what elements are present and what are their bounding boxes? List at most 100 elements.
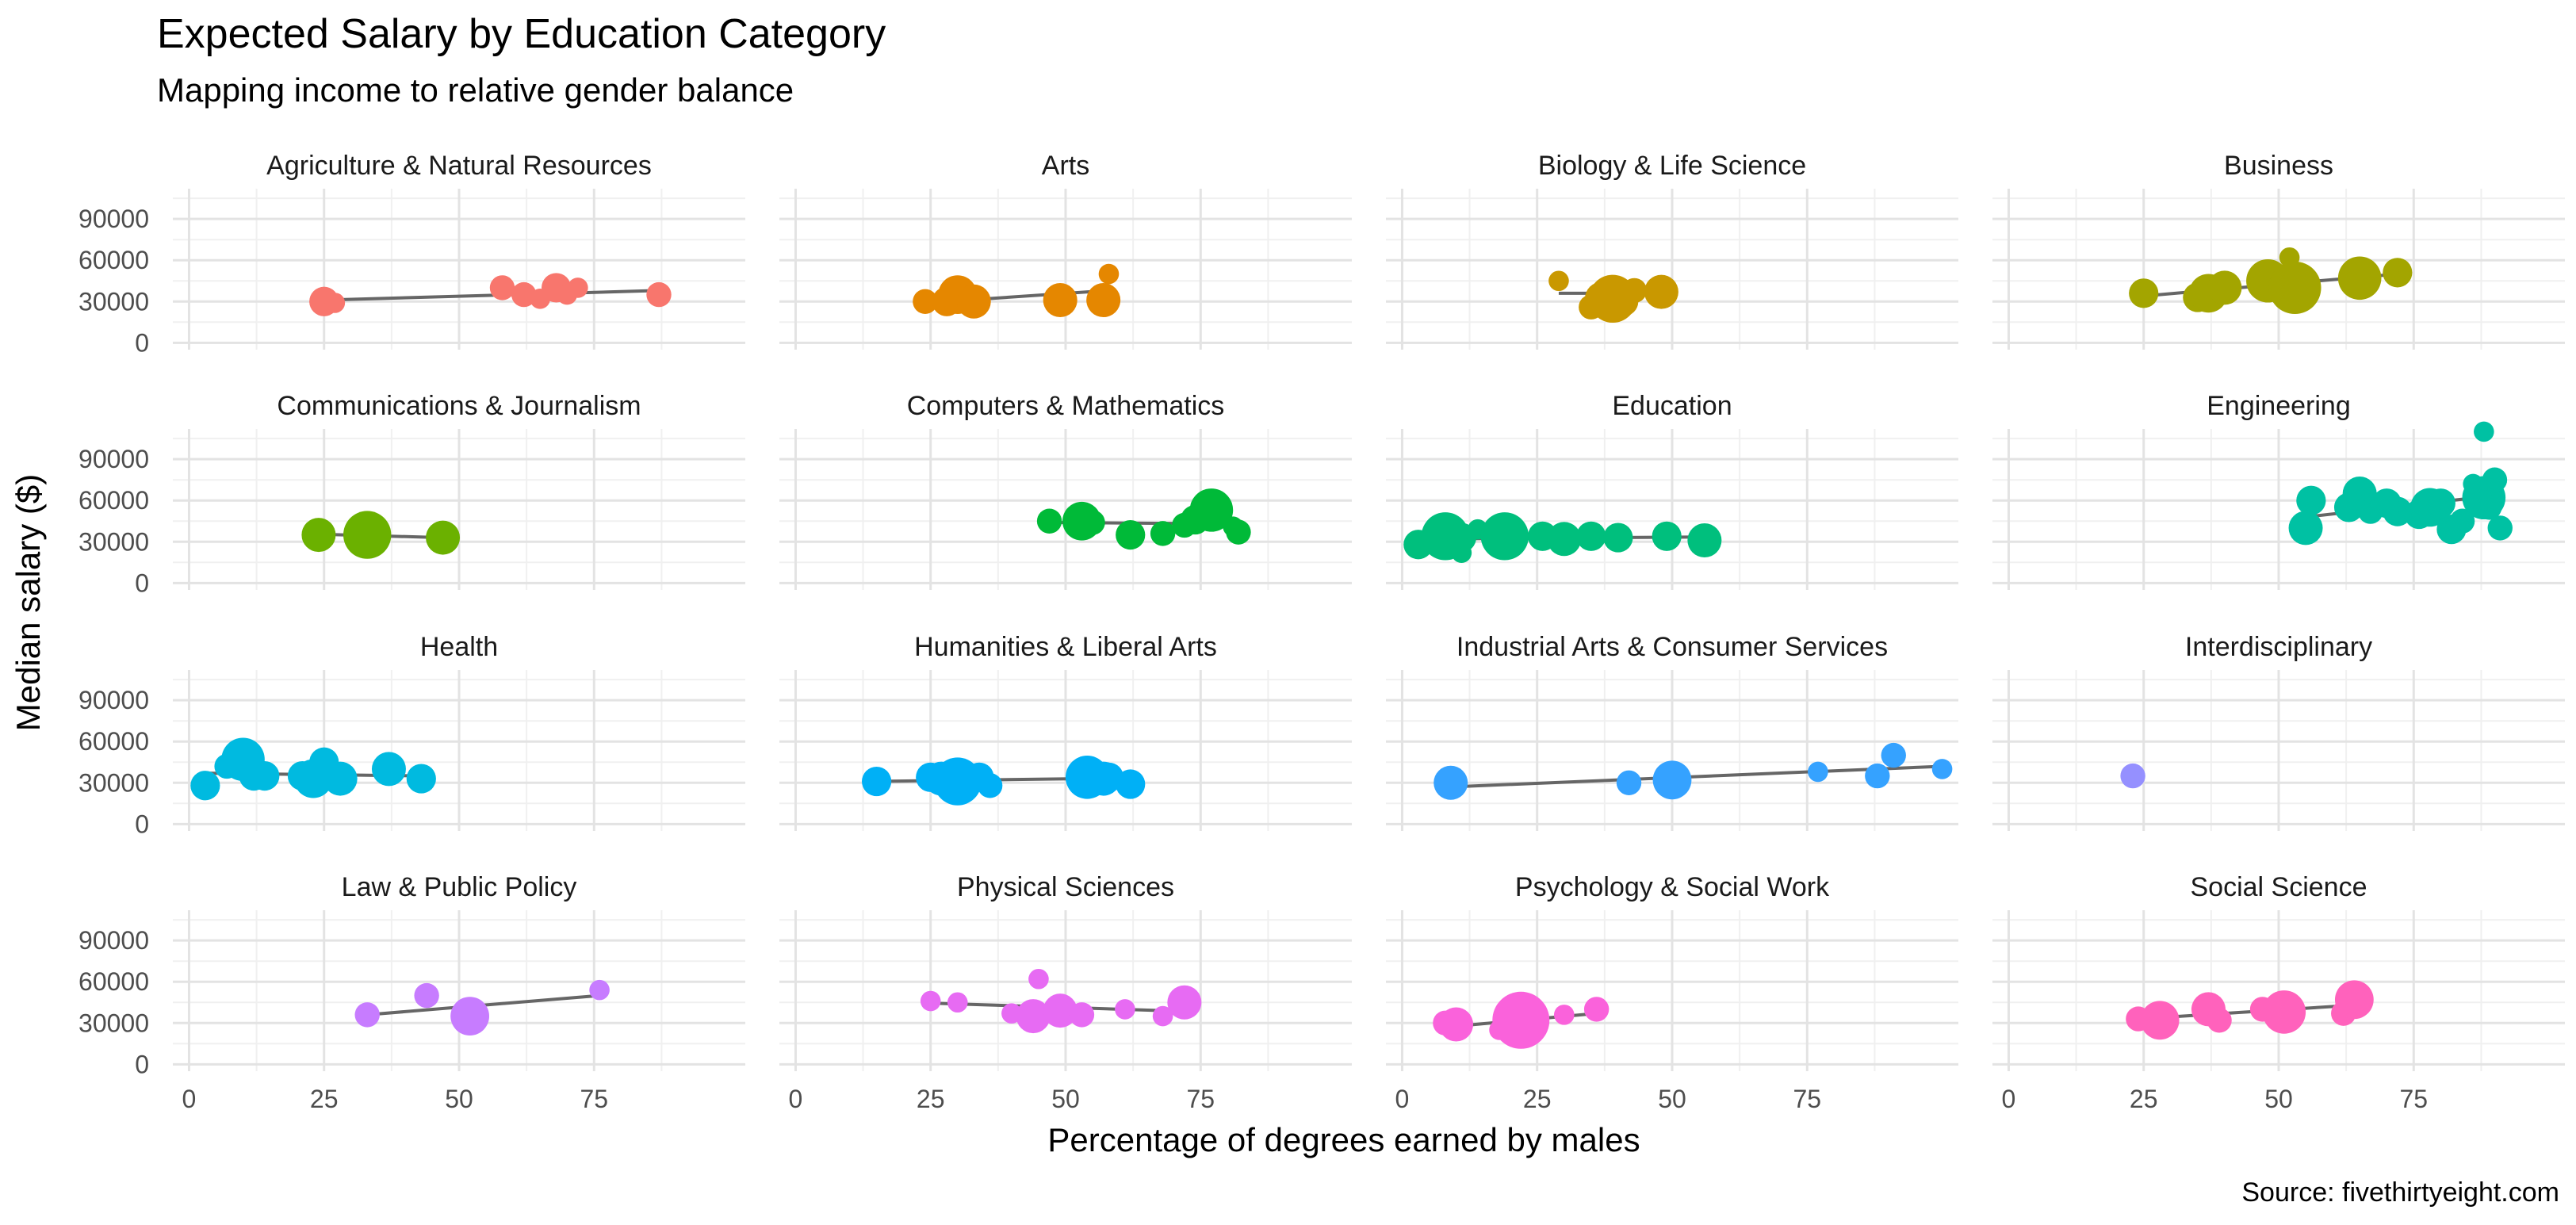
- data-point: [2383, 258, 2413, 288]
- x-tick-label: 0: [789, 1085, 803, 1113]
- chart-subtitle: Mapping income to relative gender balanc…: [157, 71, 794, 109]
- panel-plot: [1386, 429, 1958, 590]
- panel: Engineering: [1992, 391, 2565, 590]
- data-point: [2383, 496, 2413, 526]
- data-point: [2207, 1008, 2232, 1033]
- data-point: [489, 275, 515, 301]
- panel-label: Humanities & Liberal Arts: [914, 632, 1217, 662]
- data-point: [250, 760, 280, 791]
- panel-label: Communications & Journalism: [277, 391, 641, 421]
- y-tick-label: 30000: [78, 287, 149, 316]
- x-tick-label: 0: [1395, 1085, 1410, 1113]
- chart-title: Expected Salary by Education Category: [157, 11, 886, 57]
- data-point: [1616, 770, 1642, 795]
- data-point: [1652, 760, 1692, 800]
- data-point: [511, 281, 537, 308]
- x-tick-label: 75: [580, 1085, 608, 1113]
- data-point: [1043, 283, 1077, 318]
- data-point: [1043, 993, 1077, 1028]
- panel-plot: 0 30000 60000 90000: [78, 670, 745, 838]
- data-point: [920, 990, 941, 1012]
- panel-label: Law & Public Policy: [342, 872, 577, 902]
- panel-label: Business: [2224, 151, 2333, 181]
- data-point: [1116, 769, 1146, 799]
- data-point: [2425, 488, 2455, 519]
- panel-grid: Agriculture & Natural Resources 0 30000 600…: [78, 151, 2565, 1113]
- panel: Law & Public Policy 0 30000 60000 90000 0 25 50…: [78, 872, 745, 1113]
- data-point: [977, 773, 1003, 798]
- data-point: [1098, 263, 1120, 285]
- y-tick-label: 30000: [78, 527, 149, 556]
- data-point: [2449, 508, 2475, 534]
- data-point: [1116, 519, 1146, 550]
- x-axis-title: Percentage of degrees earned by males: [1047, 1121, 1640, 1158]
- data-point: [414, 982, 439, 1009]
- data-point: [371, 752, 406, 787]
- data-point: [1086, 283, 1121, 318]
- x-tick-label: 25: [2130, 1085, 2158, 1113]
- data-point: [1548, 270, 1569, 292]
- data-point: [913, 289, 938, 314]
- panel: Social Science 0 25 50 75: [1992, 872, 2565, 1113]
- panel-plot: 0 25 50 75: [1386, 910, 1958, 1113]
- data-point: [1931, 759, 1953, 779]
- panel-plot: [1386, 189, 1958, 350]
- data-point: [1226, 519, 1251, 545]
- data-point: [1433, 765, 1468, 800]
- y-tick-label: 0: [135, 568, 149, 597]
- data-point: [2268, 261, 2321, 315]
- data-point: [2129, 278, 2159, 308]
- data-point: [1881, 742, 1906, 768]
- data-point: [1152, 1005, 1173, 1027]
- data-point: [1016, 999, 1051, 1034]
- data-point: [324, 293, 346, 313]
- data-point: [956, 284, 991, 319]
- panel-label: Interdisciplinary: [2185, 632, 2372, 662]
- data-point: [2140, 1001, 2180, 1040]
- data-point: [1547, 522, 1582, 557]
- trend-line: [323, 289, 660, 302]
- panel-plot: [1992, 670, 2565, 831]
- x-tick-label: 75: [1793, 1085, 1821, 1113]
- panel-plot: 0 30000 60000 90000: [78, 429, 745, 597]
- panel: Industrial Arts & Consumer Services: [1386, 632, 1958, 831]
- data-point: [1652, 521, 1682, 551]
- x-tick-label: 50: [1051, 1085, 1080, 1113]
- data-point: [343, 511, 392, 559]
- trend-line: [1450, 764, 1943, 789]
- panel: Health 0 30000 60000 90000: [78, 632, 745, 838]
- panel: Agriculture & Natural Resources 0 30000 600…: [78, 151, 745, 357]
- data-point: [1167, 985, 1202, 1020]
- data-point: [1621, 278, 1648, 304]
- panel-plot: [1992, 421, 2565, 590]
- data-point: [2474, 421, 2494, 442]
- data-point: [2487, 515, 2513, 541]
- data-point: [1150, 521, 1176, 546]
- data-point: [2476, 495, 2502, 520]
- x-tick-label: 50: [2264, 1085, 2293, 1113]
- panel-plot: 0 30000 60000 90000: [78, 189, 745, 357]
- panel: Humanities & Liberal Arts: [779, 632, 1352, 831]
- data-point: [1808, 761, 1828, 783]
- panel-label: Arts: [1042, 151, 1089, 181]
- source-caption: Source: fivethirtyeight.com: [2241, 1177, 2559, 1208]
- data-point: [1439, 1007, 1474, 1042]
- panel: Interdisciplinary: [1992, 632, 2565, 831]
- data-point: [190, 771, 220, 801]
- y-axis-title: Median salary ($): [10, 474, 47, 731]
- y-tick-label: 30000: [78, 1009, 149, 1037]
- panel-plot: 0 30000 60000 90000 0 25 50 75: [78, 910, 745, 1113]
- data-point: [2337, 256, 2382, 301]
- y-tick-label: 0: [135, 1050, 149, 1078]
- panel: Communications & Journalism 0 30000 60000 90…: [78, 391, 745, 597]
- data-point: [646, 281, 672, 308]
- y-tick-label: 90000: [78, 205, 149, 233]
- data-point: [2296, 485, 2326, 515]
- data-point: [406, 764, 436, 794]
- data-point: [2334, 980, 2374, 1020]
- data-point: [1865, 763, 1890, 789]
- x-tick-label: 25: [917, 1085, 945, 1113]
- data-point: [1115, 999, 1135, 1020]
- data-point: [1036, 508, 1062, 534]
